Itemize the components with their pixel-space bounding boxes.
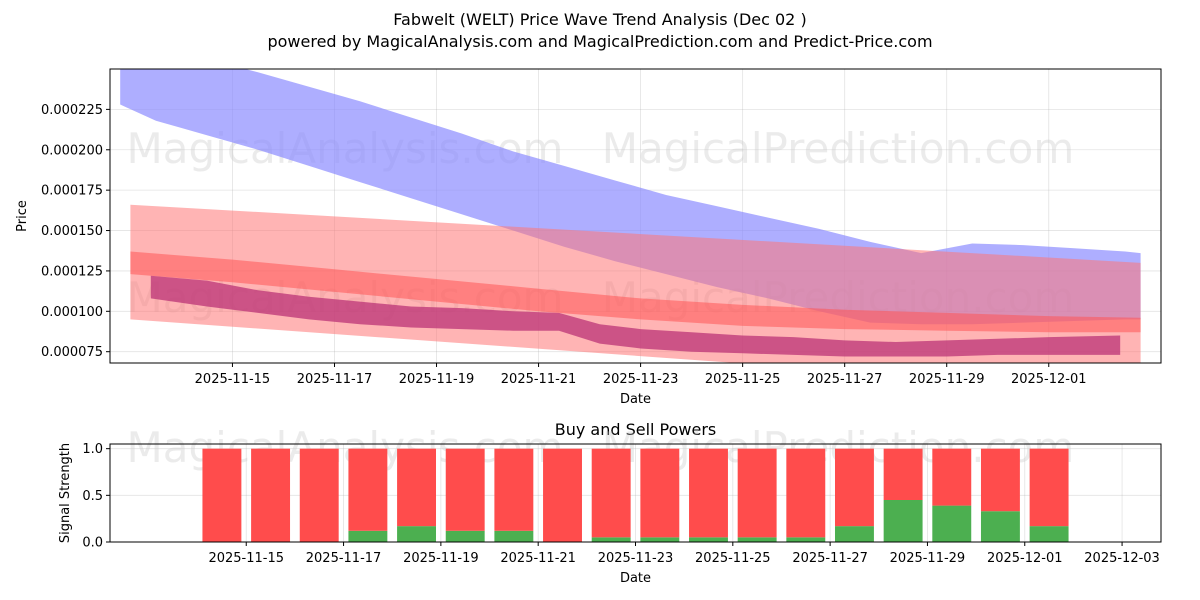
watermark-text: MagicalPrediction.com xyxy=(602,124,1075,173)
sell-bar xyxy=(980,448,1020,512)
buy-bar xyxy=(834,526,874,542)
price-wave-chart: MagicalAnalysis.comMagicalPrediction.com… xyxy=(15,68,1162,407)
buy-bar xyxy=(445,530,485,542)
sell-bar xyxy=(397,448,437,527)
buy-bar xyxy=(1029,526,1069,542)
y-tick-label: 0.0 xyxy=(82,536,103,551)
sell-bar xyxy=(494,448,534,531)
sell-bar xyxy=(445,448,485,531)
sell-bar xyxy=(932,448,972,506)
buy-bar xyxy=(786,537,826,542)
y-tick-label: 0.000200 xyxy=(41,143,103,158)
x-tick-label: 2025-11-15 xyxy=(195,372,271,387)
sell-bar xyxy=(348,448,388,531)
sell-bar xyxy=(543,448,582,542)
sell-bar xyxy=(1029,448,1069,527)
x-tick-label: 2025-12-01 xyxy=(1011,372,1087,387)
sell-bar xyxy=(883,448,923,500)
y-tick-label: 1.0 xyxy=(82,442,103,457)
sell-bar xyxy=(834,448,874,527)
y-tick-label: 0.000100 xyxy=(41,305,103,320)
buy-bar xyxy=(640,537,680,542)
x-tick-label: 2025-12-01 xyxy=(987,551,1063,566)
buy-bar xyxy=(689,537,728,542)
y-axis-label: Signal Strength xyxy=(58,443,73,543)
price-band-medium-red-band xyxy=(130,251,1141,333)
sell-bar xyxy=(737,448,777,538)
sell-bar xyxy=(299,448,339,542)
x-tick-label: 2025-11-25 xyxy=(695,551,771,566)
y-tick-label: 0.000175 xyxy=(41,184,103,199)
x-tick-label: 2025-11-21 xyxy=(501,372,577,387)
y-tick-label: 0.000125 xyxy=(41,264,103,279)
sell-bar xyxy=(640,448,680,538)
buy-bar xyxy=(494,530,534,542)
buy-bar xyxy=(397,526,437,542)
x-tick-label: 2025-11-19 xyxy=(399,372,475,387)
buy-bar xyxy=(883,500,923,542)
y-tick-label: 0.5 xyxy=(82,489,103,504)
x-tick-label: 2025-11-15 xyxy=(208,551,284,566)
sell-bar xyxy=(202,448,242,542)
main-chart-subtitle: powered by MagicalAnalysis.com and Magic… xyxy=(267,32,932,51)
y-axis-label: Price xyxy=(15,200,30,232)
y-tick-label: 0.000225 xyxy=(41,103,103,118)
buy-bar xyxy=(348,530,388,542)
x-tick-label: 2025-11-25 xyxy=(705,372,781,387)
x-tick-label: 2025-11-19 xyxy=(403,551,479,566)
buy-bar xyxy=(932,505,972,542)
buy-sell-title: Buy and Sell Powers xyxy=(555,420,717,439)
x-tick-label: 2025-11-27 xyxy=(792,551,868,566)
x-tick-label: 2025-11-29 xyxy=(890,551,966,566)
x-tick-label: 2025-11-17 xyxy=(306,551,382,566)
buy-bar xyxy=(737,537,777,542)
x-tick-label: 2025-11-23 xyxy=(598,551,674,566)
sell-bar xyxy=(251,448,291,542)
plot-frame xyxy=(109,68,1162,364)
sell-bar xyxy=(689,448,728,538)
x-tick-label: 2025-12-03 xyxy=(1084,551,1160,566)
x-axis-label: Date xyxy=(620,571,651,586)
main-chart-title: Fabwelt (WELT) Price Wave Trend Analysis… xyxy=(393,10,806,29)
x-tick-label: 2025-11-21 xyxy=(500,551,576,566)
x-tick-label: 2025-11-29 xyxy=(909,372,985,387)
buy-bar xyxy=(591,537,631,542)
sell-bar xyxy=(786,448,826,538)
x-tick-label: 2025-11-23 xyxy=(603,372,679,387)
watermark-text: MagicalAnalysis.com xyxy=(127,423,564,472)
x-tick-label: 2025-11-17 xyxy=(297,372,373,387)
y-tick-label: 0.000150 xyxy=(41,224,103,239)
x-axis-label: Date xyxy=(620,392,651,407)
y-tick-label: 0.000075 xyxy=(41,345,103,360)
x-tick-label: 2025-11-27 xyxy=(807,372,883,387)
price-band-dense-purple-band xyxy=(150,275,1121,357)
band-group xyxy=(120,69,1141,363)
buy-bar xyxy=(980,511,1020,542)
sell-bar xyxy=(591,448,631,538)
